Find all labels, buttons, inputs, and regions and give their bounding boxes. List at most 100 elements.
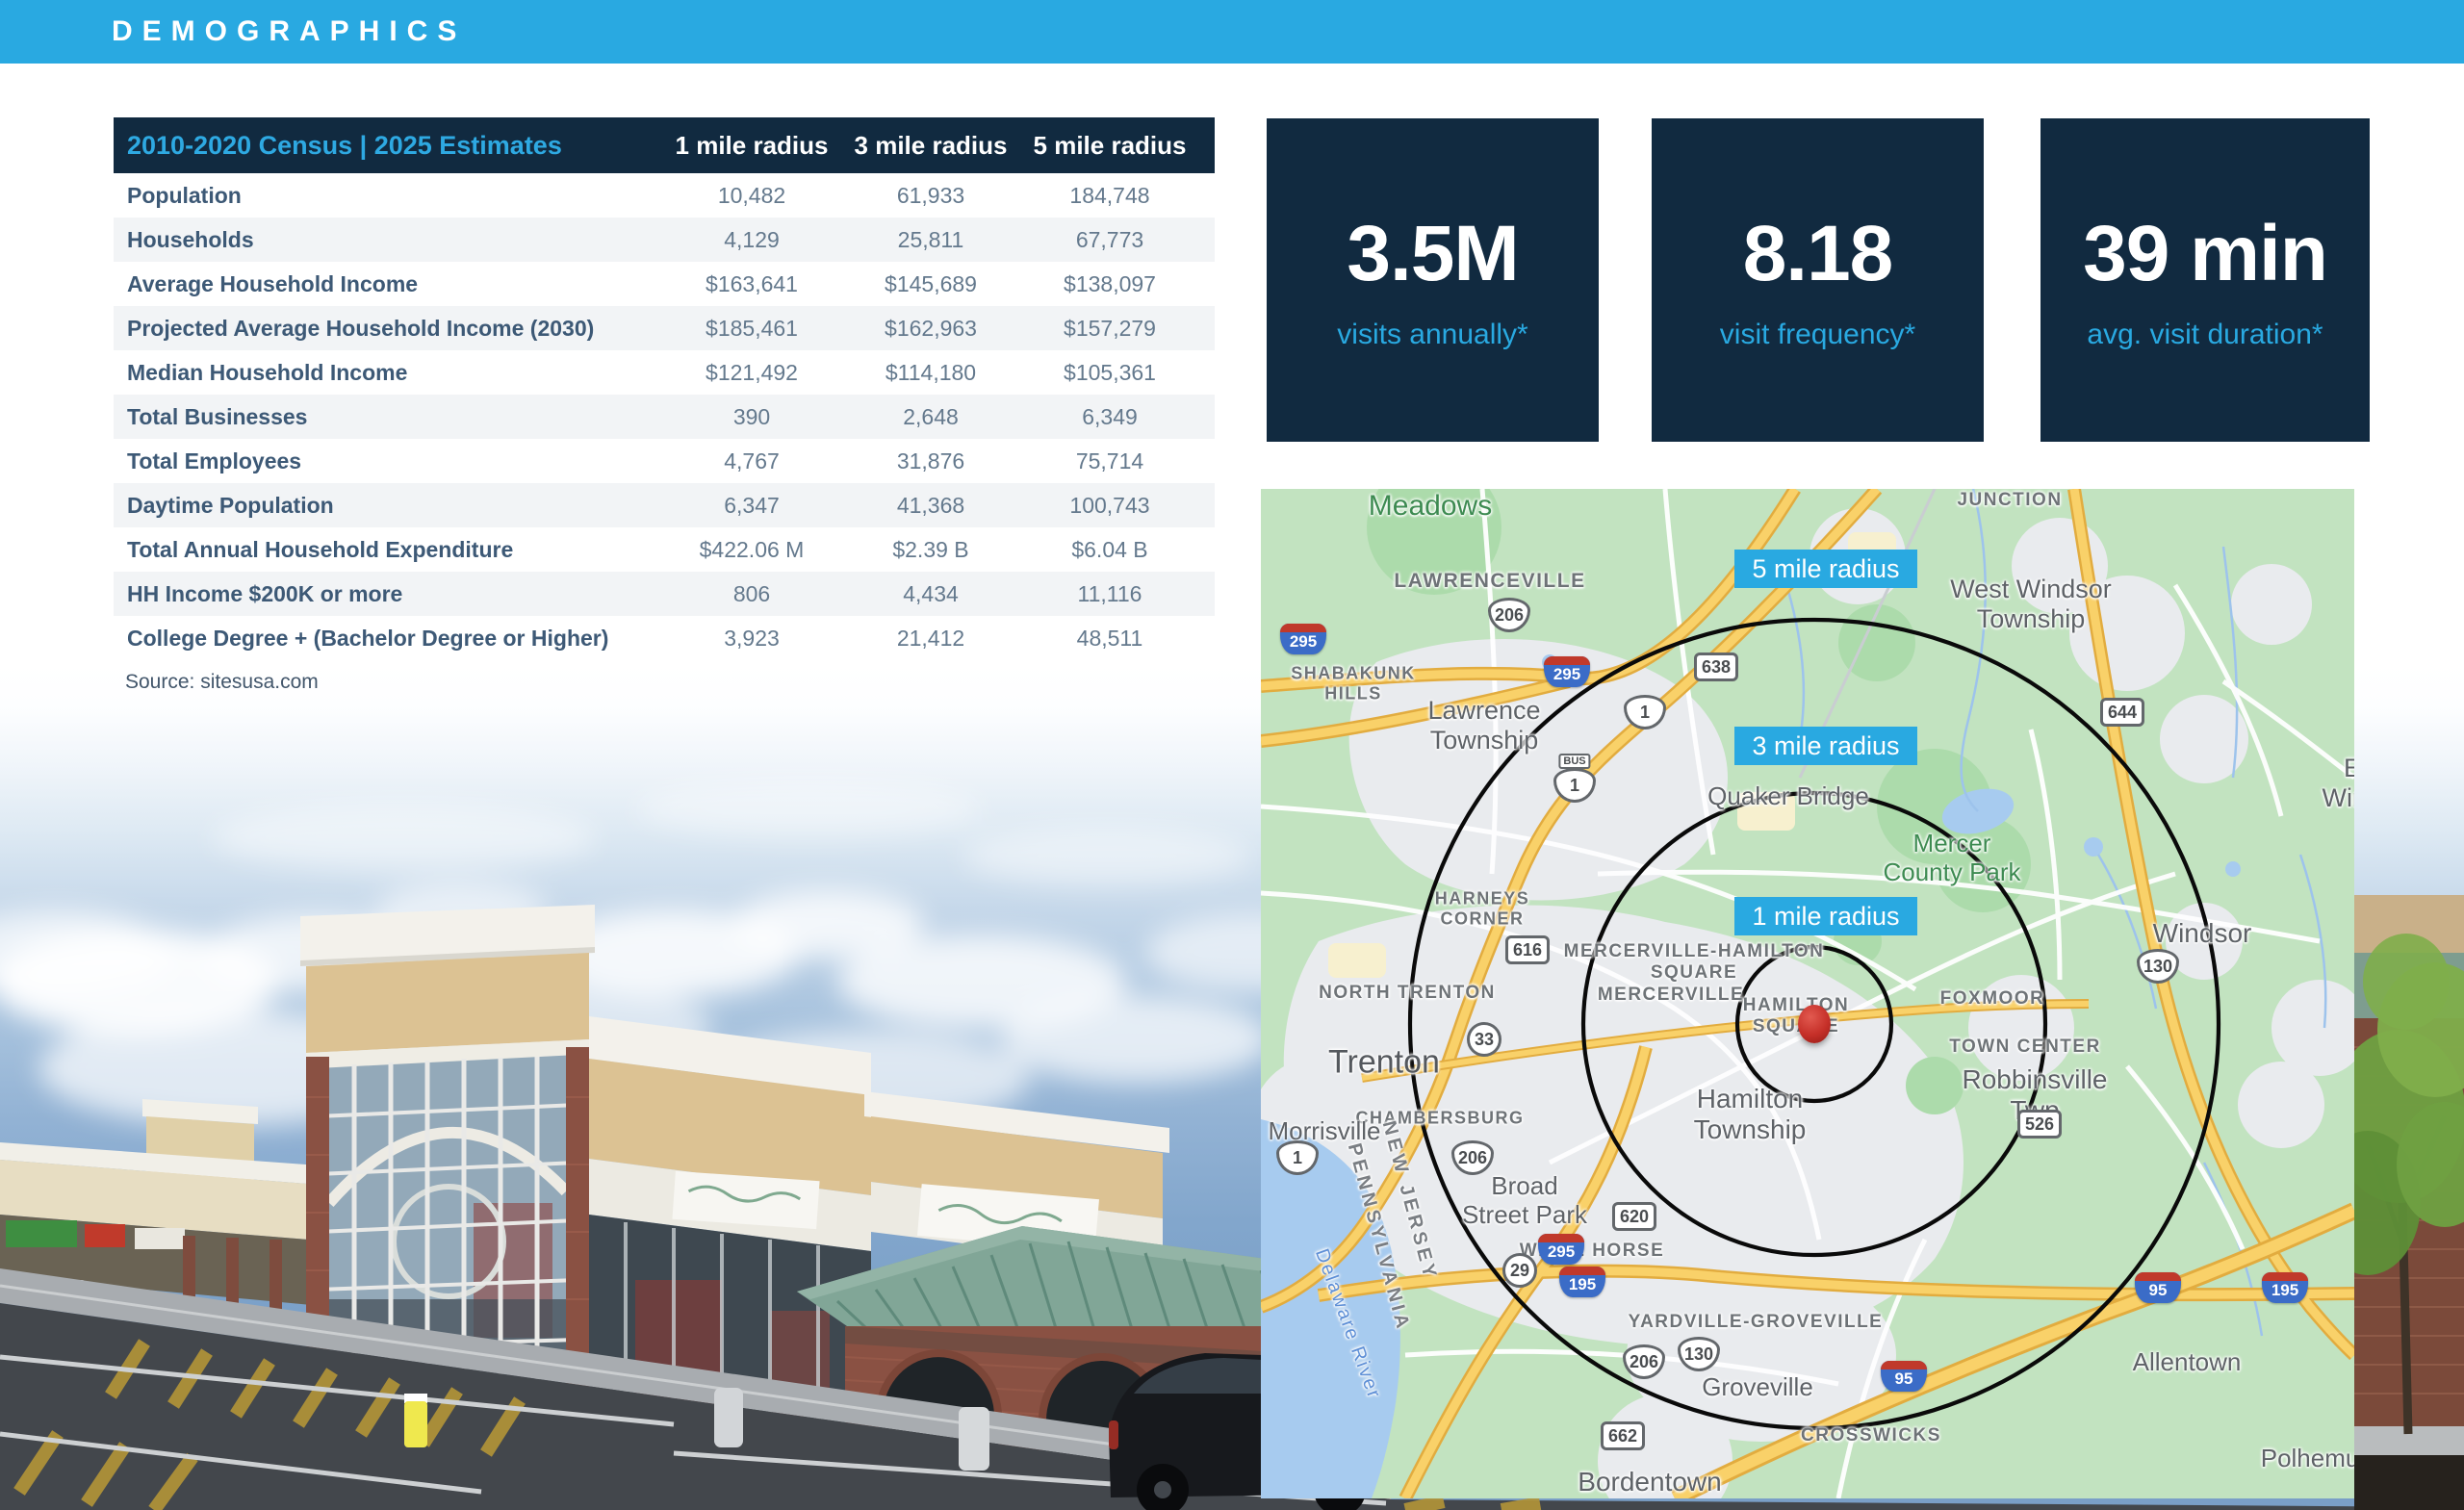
stat-label: visit frequency* xyxy=(1720,319,1915,351)
route-shield: 33 xyxy=(1467,1022,1502,1057)
route-shield: 295 xyxy=(1280,624,1326,654)
stat-label: visits annually* xyxy=(1337,319,1527,351)
row-label: Projected Average Household Income (2030… xyxy=(114,316,662,342)
row-value: 10,482 xyxy=(662,183,841,209)
stat-box-duration: 39 min avg. visit duration* xyxy=(2040,118,2370,442)
map-place-label: MERCERVILLE-HAMILTON SQUARE xyxy=(1564,941,1825,984)
map-place-label: East Windsor xyxy=(2322,754,2354,813)
table-row: College Degree + (Bachelor Degree or Hig… xyxy=(114,616,1215,660)
radius-map: 5 mile radius3 mile radius1 mile radiusM… xyxy=(1261,489,2354,1498)
row-value: 390 xyxy=(662,404,841,430)
location-pin xyxy=(1798,1005,1831,1043)
row-value: $422.06 M xyxy=(662,537,841,563)
table-row: Total Businesses3902,6486,349 xyxy=(114,395,1215,439)
map-place-label: Windsor xyxy=(2153,918,2252,949)
map-place-label: Allentown xyxy=(2133,1348,2242,1377)
column-header-3-mile: 3 mile radius xyxy=(841,131,1020,161)
table-row: Total Employees4,76731,87675,714 xyxy=(114,439,1215,483)
route-shield: 616 xyxy=(1505,935,1550,964)
column-header-1-mile: 1 mile radius xyxy=(662,131,841,161)
row-label: Total Employees xyxy=(114,448,662,474)
row-value: $6.04 B xyxy=(1020,537,1199,563)
page-header-bar: DEMOGRAPHICS xyxy=(0,0,2464,64)
map-place-label: Polhemustown xyxy=(2261,1445,2354,1473)
map-place-label: SHABAKUNK HILLS xyxy=(1291,663,1416,703)
map-place-label: West Windsor Township xyxy=(1950,575,2112,634)
stat-value: 3.5M xyxy=(1347,209,1518,299)
stat-box-frequency: 8.18 visit frequency* xyxy=(1652,118,1984,442)
map-place-label: Broad Street Park xyxy=(1462,1172,1587,1230)
stat-box-visits: 3.5M visits annually* xyxy=(1267,118,1599,442)
row-value: $162,963 xyxy=(841,316,1020,342)
row-label: Daytime Population xyxy=(114,493,662,519)
row-value: 48,511 xyxy=(1020,626,1199,652)
demographics-page: DEMOGRAPHICS 2010-2020 Census | 2025 Est… xyxy=(0,0,2464,1510)
row-value: 75,714 xyxy=(1020,448,1199,474)
row-value: 67,773 xyxy=(1020,227,1199,253)
row-value: 806 xyxy=(662,581,841,607)
census-table-body: Population10,48261,933184,748Households4… xyxy=(114,173,1215,660)
map-place-label: LAWRENCEVILLE xyxy=(1394,570,1585,593)
route-shield-banner: BUS xyxy=(1558,754,1590,769)
row-value: 4,434 xyxy=(841,581,1020,607)
stat-label: avg. visit duration* xyxy=(2087,319,2323,351)
radius-label: 1 mile radius xyxy=(1734,897,1917,935)
map-place-label: CROSSWICKS xyxy=(1801,1425,1941,1446)
row-label: Population xyxy=(114,183,662,209)
map-place-label: Lawrence Township xyxy=(1427,696,1540,755)
row-value: 184,748 xyxy=(1020,183,1199,209)
table-row: Population10,48261,933184,748 xyxy=(114,173,1215,218)
row-value: $114,180 xyxy=(841,360,1020,386)
map-place-label: HARNEYS CORNER xyxy=(1435,888,1530,928)
route-shield: 29 xyxy=(1502,1253,1537,1288)
route-shield: 295 xyxy=(1544,656,1590,687)
row-label: College Degree + (Bachelor Degree or Hig… xyxy=(114,626,662,652)
row-value: 21,412 xyxy=(841,626,1020,652)
table-row: Projected Average Household Income (2030… xyxy=(114,306,1215,350)
row-value: 4,129 xyxy=(662,227,841,253)
map-place-label: Groveville xyxy=(1702,1373,1813,1402)
column-header-5-mile: 5 mile radius xyxy=(1020,131,1199,161)
row-value: 100,743 xyxy=(1020,493,1199,519)
stat-value: 8.18 xyxy=(1743,209,1893,299)
row-value: 2,648 xyxy=(841,404,1020,430)
route-shield: 662 xyxy=(1601,1421,1645,1450)
row-value: 3,923 xyxy=(662,626,841,652)
map-place-label: HAMILTON SQUARE xyxy=(1743,995,1850,1037)
map-place-label: Quaker Bridge xyxy=(1707,782,1869,811)
row-value: $163,641 xyxy=(662,271,841,297)
table-row: Total Annual Household Expenditure$422.0… xyxy=(114,527,1215,572)
row-value: $138,097 xyxy=(1020,271,1199,297)
row-label: Median Household Income xyxy=(114,360,662,386)
row-value: 6,347 xyxy=(662,493,841,519)
route-shield: 95 xyxy=(1881,1361,1927,1392)
row-value: 25,811 xyxy=(841,227,1020,253)
map-place-label: YARDVILLE-GROVEVILLE xyxy=(1629,1312,1884,1333)
map-place-label: Mercer County Park xyxy=(1883,830,2020,887)
route-shield: 526 xyxy=(2017,1110,2062,1139)
census-table: 2010-2020 Census | 2025 Estimates 1 mile… xyxy=(114,117,1215,660)
row-value: $157,279 xyxy=(1020,316,1199,342)
page-title: DEMOGRAPHICS xyxy=(112,0,466,64)
row-value: $2.39 B xyxy=(841,537,1020,563)
route-shield: 638 xyxy=(1694,653,1738,681)
table-row: Median Household Income$121,492$114,180$… xyxy=(114,350,1215,395)
row-label: Total Annual Household Expenditure xyxy=(114,537,662,563)
map-place-label: JUNCTION xyxy=(1957,490,2062,511)
map-place-label: Hamilton Township xyxy=(1694,1084,1807,1145)
row-label: HH Income $200K or more xyxy=(114,581,662,607)
route-shield: 195 xyxy=(2262,1272,2308,1303)
map-place-label: NORTH TRENTON xyxy=(1319,983,1496,1004)
route-shield: 195 xyxy=(1559,1267,1605,1297)
row-value: $145,689 xyxy=(841,271,1020,297)
route-shield: 620 xyxy=(1612,1202,1656,1231)
table-row: HH Income $200K or more8064,43411,116 xyxy=(114,572,1215,616)
source-note: Source: sitesusa.com xyxy=(125,671,319,694)
radius-label: 5 mile radius xyxy=(1734,550,1917,588)
row-value: $185,461 xyxy=(662,316,841,342)
map-place-label: Meadows xyxy=(1369,490,1492,524)
row-label: Households xyxy=(114,227,662,253)
map-place-label: Trenton xyxy=(1328,1043,1440,1081)
map-place-label: FOXMOOR xyxy=(1940,988,2045,1010)
map-place-label: Bordentown xyxy=(1578,1467,1721,1497)
